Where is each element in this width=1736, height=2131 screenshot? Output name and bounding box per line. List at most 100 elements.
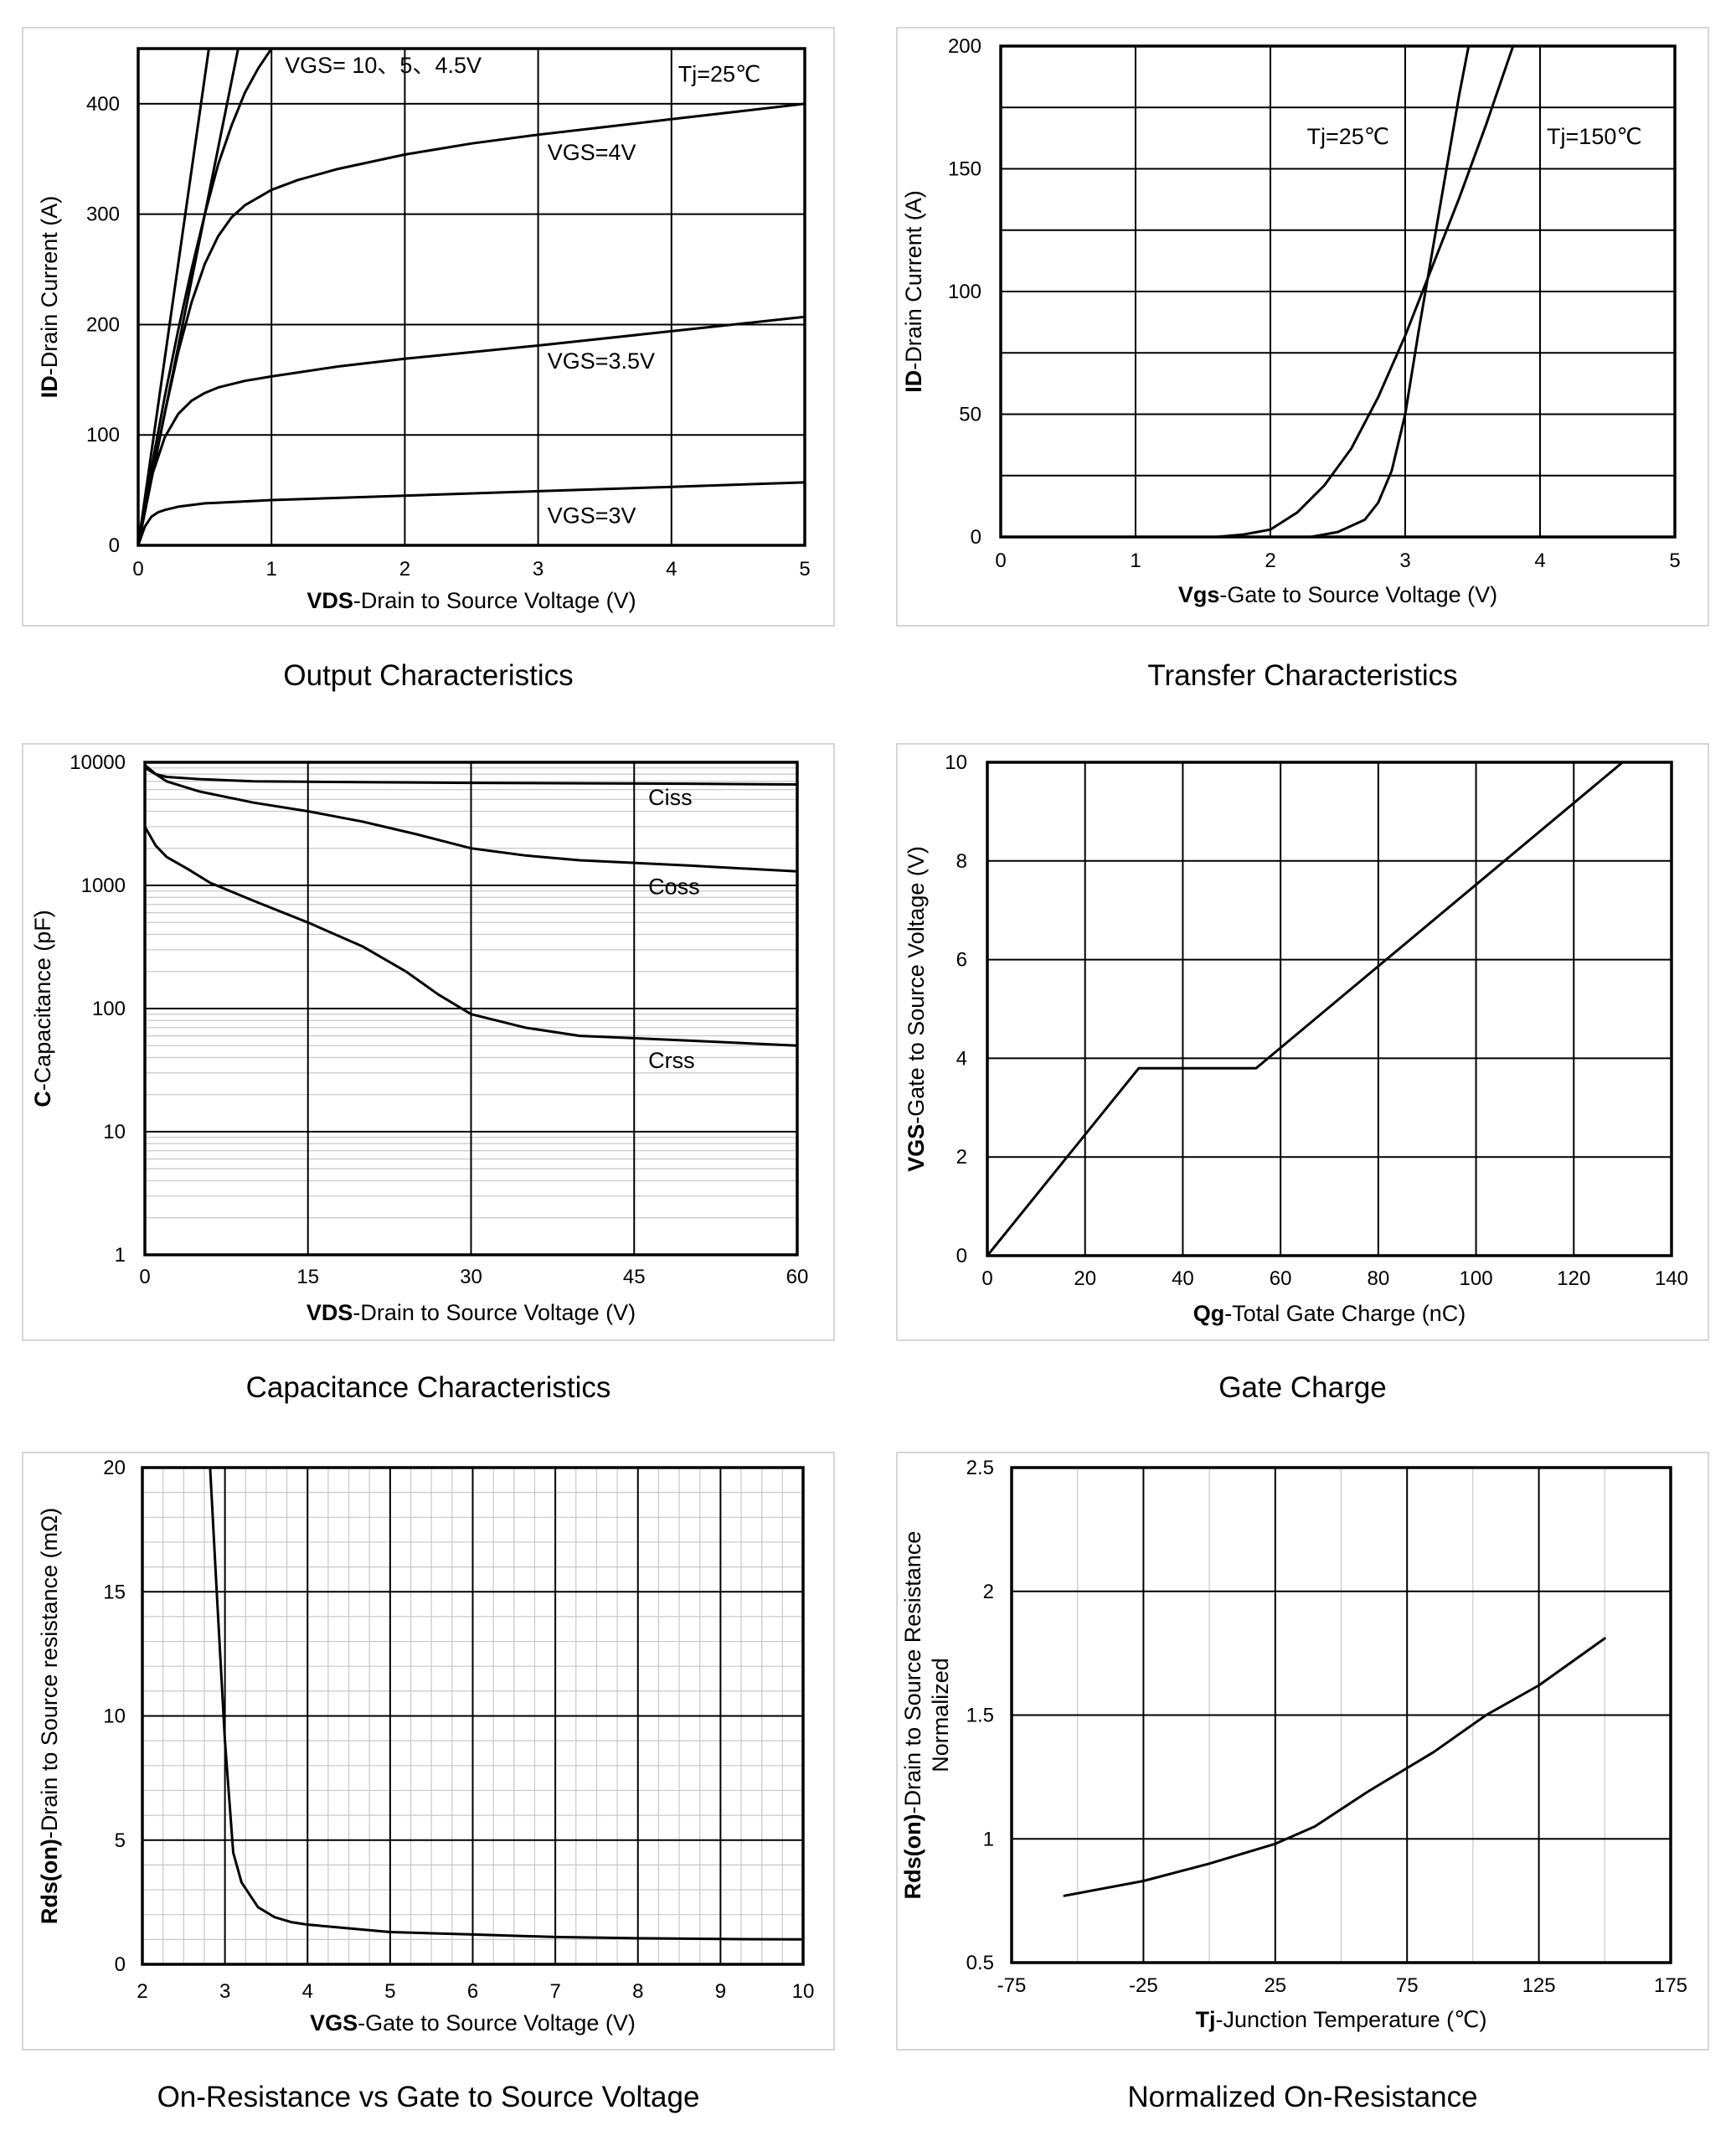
x-axis-label: Vgs-Gate to Source Voltage (V) [1178,582,1497,607]
y-axis-label: VGS-Gate to Source Voltage (V) [904,846,929,1172]
series-line-coss [145,763,797,873]
y-axis-label-bold: Rds(on) [37,1839,62,1924]
y-tick-label: 0 [971,526,981,549]
x-tick-label: 140 [1655,1267,1688,1290]
chart-title: Normalized On-Resistance [1127,2081,1477,2113]
series-group [145,763,797,1047]
y-tick-label: 100 [92,998,126,1020]
series-group [987,762,1625,1256]
y-tick-label: 4 [956,1047,967,1070]
annotation-label: Ciss [648,785,693,810]
y-tick-label: 2.5 [966,1457,994,1479]
y-tick-label: 50 [959,404,981,426]
y-tick-label: 10 [945,751,967,774]
x-tick-label: 15 [296,1266,319,1288]
x-tick-label: 1 [266,558,277,580]
x-axis-label-bold: Tj [1196,2007,1216,2032]
x-axis-label-bold: Qg [1193,1301,1225,1326]
plot-area-border [143,761,799,1256]
x-tick-label: 0 [132,558,143,580]
plot-area-border [137,47,806,547]
gate-charge-panel: 0 20 40 60 80 100 120 140 0 2 4 6 8 10 Qg-Total Gate C… [896,743,1709,1404]
grid [1001,46,1675,538]
series-line-vgs [987,762,1625,1256]
y-tick-label: 10 [103,1705,126,1728]
series-group [1001,46,1515,537]
chart-title: Capacitance Characteristics [246,1371,611,1404]
y-axis-label-text: -Drain to Source Resistance [900,1531,925,1814]
y-axis-label-text: -Drain Current (A) [901,190,926,370]
y-axis-label-bold: VGS [904,1124,929,1172]
annotation-label: Tj=25℃ [678,62,761,87]
y-axis-label-bold: Rds(on) [900,1814,925,1899]
series-line-rds-on- [209,1468,803,1941]
x-tick-label: 0 [995,550,1006,572]
x-tick-label: 2 [137,1980,147,2003]
y-axis-label: ID-Drain Current (A) [37,196,62,399]
x-axis-label-bold: VGS [310,2010,358,2036]
x-tick-label: 4 [1534,550,1545,572]
series-line-normalized-rds-on- [1063,1637,1606,1897]
chart-title: Transfer Characteristics [1147,659,1457,692]
x-tick-label: 0 [139,1266,150,1288]
x-axis-label-bold: VDS [307,1300,353,1325]
y-tick-label: 1 [983,1828,994,1850]
y-tick-label: 150 [948,158,981,181]
x-axis-label-text: -Total Gate Charge (nC) [1224,1301,1466,1326]
y-axis-label-line2: Normalized [928,1658,953,1772]
chart-title: On-Resistance vs Gate to Source Voltage [157,2081,700,2113]
x-tick-label: 5 [1669,550,1680,572]
series-line-tj-150- [1001,46,1515,537]
y-tick-label: 6 [956,949,967,972]
y-tick-label: 100 [86,424,120,446]
series-line-vgs-3v [138,481,805,545]
series-line-vgs-10v [138,49,210,545]
x-axis-label: VDS-Drain to Source Voltage (V) [307,1300,636,1325]
y-tick-label: 8 [956,850,967,873]
x-tick-label: 10 [792,1980,815,2003]
chart-title: Gate Charge [1218,1371,1386,1404]
x-tick-label: 20 [1074,1267,1096,1290]
x-tick-label: 4 [302,1980,313,2003]
annotation-label: VGS=3V [548,503,636,529]
y-tick-label: 300 [86,204,120,226]
y-tick-label: 10 [103,1121,126,1143]
x-axis-label: Tj-Junction Temperature (℃) [1196,2007,1487,2032]
y-tick-label: 200 [948,35,981,58]
series-line-vgs-4v [138,102,805,545]
grid [142,1467,804,1965]
x-axis-label: VDS-Drain to Source Voltage (V) [307,588,636,613]
annotation-label: Tj=25℃ [1306,124,1389,149]
series-line-vgs-4-5v [138,49,273,545]
chart-title: Output Characteristics [283,659,573,692]
x-tick-label: 5 [384,1980,395,2003]
y-axis-label-text: -Gate to Source Voltage (V) [904,846,929,1124]
x-tick-label: 60 [1270,1267,1292,1290]
x-tick-label: 4 [666,558,677,580]
grid [987,762,1672,1256]
x-tick-label: 3 [219,1980,230,2003]
x-axis-label-text: -Gate to Source Voltage (V) [1219,582,1497,607]
annotation-label: Coss [648,874,700,899]
x-tick-label: 30 [460,1266,482,1288]
x-tick-label: -75 [997,1974,1027,1997]
x-tick-label: 1 [1130,550,1141,572]
y-axis-label-text: -Drain to Source resistance (mΩ) [37,1508,62,1839]
x-axis-label-text: -Junction Temperature (℃) [1216,2007,1487,2032]
series-line-tj-25- [1001,46,1471,537]
y-tick-label: 100 [948,281,981,303]
y-tick-label: 2 [983,1581,994,1603]
y-axis-label: C-Capacitance (pF) [30,910,55,1107]
x-tick-label: 8 [632,1980,643,2003]
series-line-ciss [145,766,797,786]
panel-frame [896,743,1709,1341]
x-tick-label: 100 [1460,1267,1493,1290]
x-tick-label: 120 [1557,1267,1590,1290]
y-tick-label: 1.5 [966,1705,994,1727]
annotation-label: Crss [648,1048,695,1073]
y-tick-label: 5 [115,1829,126,1852]
x-tick-label: 175 [1654,1974,1687,1997]
x-tick-label: 9 [715,1980,726,2003]
